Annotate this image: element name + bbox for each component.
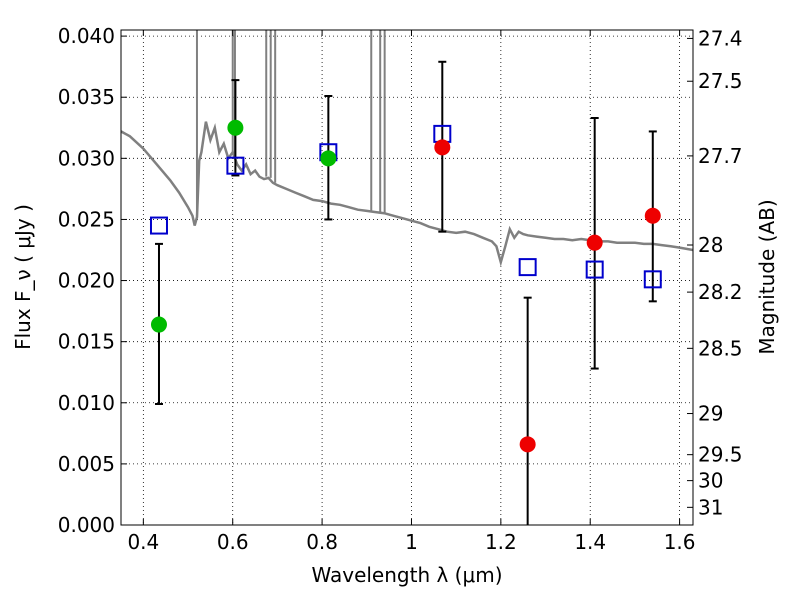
photometry-point <box>434 139 451 156</box>
x-tick-label: 0.8 <box>306 530 338 554</box>
y-tick-label: 0.035 <box>58 85 115 109</box>
x-tick-label: 1.4 <box>574 530 606 554</box>
right-tick-label: 27.5 <box>698 69 743 93</box>
y-tick-label: 0.025 <box>58 207 115 231</box>
x-tick-label: 1.6 <box>664 530 696 554</box>
right-tick-label: 30 <box>698 469 723 493</box>
y-tick-label: 0.010 <box>58 391 115 415</box>
right-tick-label: 27.7 <box>698 144 743 168</box>
right-tick-label: 31 <box>698 495 723 519</box>
model-flux-square <box>226 156 245 175</box>
photometry-point <box>227 119 244 136</box>
right-tick-label: 29.5 <box>698 443 743 467</box>
right-tick-label: 27.4 <box>698 26 743 50</box>
y-tick-label: 0.020 <box>58 269 115 293</box>
model-flux-square <box>518 258 537 277</box>
y-axis-label: Flux F_ν ( μJy ) <box>11 204 35 350</box>
x-tick-label: 0.4 <box>127 530 159 554</box>
model-spectrum-line <box>121 121 693 267</box>
y-tick-label: 0.030 <box>58 146 115 170</box>
right-tick-label: 29 <box>698 402 723 426</box>
x-tick-label: 0.6 <box>217 530 249 554</box>
y-tick-label: 0.000 <box>58 513 115 537</box>
photometry-point <box>644 207 661 224</box>
y-tick-label: 0.040 <box>58 24 115 48</box>
x-tick-label: 1 <box>405 530 418 554</box>
model-flux-square <box>585 260 604 279</box>
photometry-point <box>320 150 337 167</box>
model-flux-square <box>149 216 168 235</box>
x-tick-label: 1.2 <box>485 530 517 554</box>
photometry-point <box>519 436 536 453</box>
model-flux-square <box>643 270 662 289</box>
photometry-point <box>586 234 603 251</box>
markers-layer <box>149 119 662 453</box>
axis-ticks <box>121 30 693 526</box>
photometry-point <box>150 316 167 333</box>
x-tick-labels: 0.4 0.6 0.8 1 1.2 1.4 1.6 <box>127 530 695 554</box>
plot-frame <box>120 29 694 526</box>
y-tick-label: 0.015 <box>58 330 115 354</box>
y-tick-label: 0.005 <box>58 452 115 476</box>
model-spectrum-layer <box>121 30 693 267</box>
right-tick-label: 28.5 <box>698 336 743 360</box>
right-axis-label: Magnitude (AB) <box>755 199 779 354</box>
y-tick-labels: 0.000 0.005 0.010 0.015 0.020 0.025 0.030 0.035… <box>58 24 115 537</box>
right-tick-label: 28 <box>698 233 723 257</box>
right-tick-label: 28.2 <box>698 280 743 304</box>
grid-lines <box>121 30 693 525</box>
x-axis-label: Wavelength λ (μm) <box>311 563 502 587</box>
